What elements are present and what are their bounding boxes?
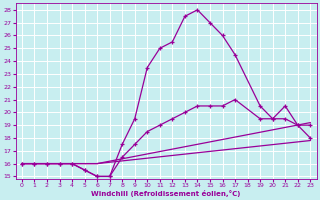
X-axis label: Windchill (Refroidissement éolien,°C): Windchill (Refroidissement éolien,°C) [92, 190, 241, 197]
